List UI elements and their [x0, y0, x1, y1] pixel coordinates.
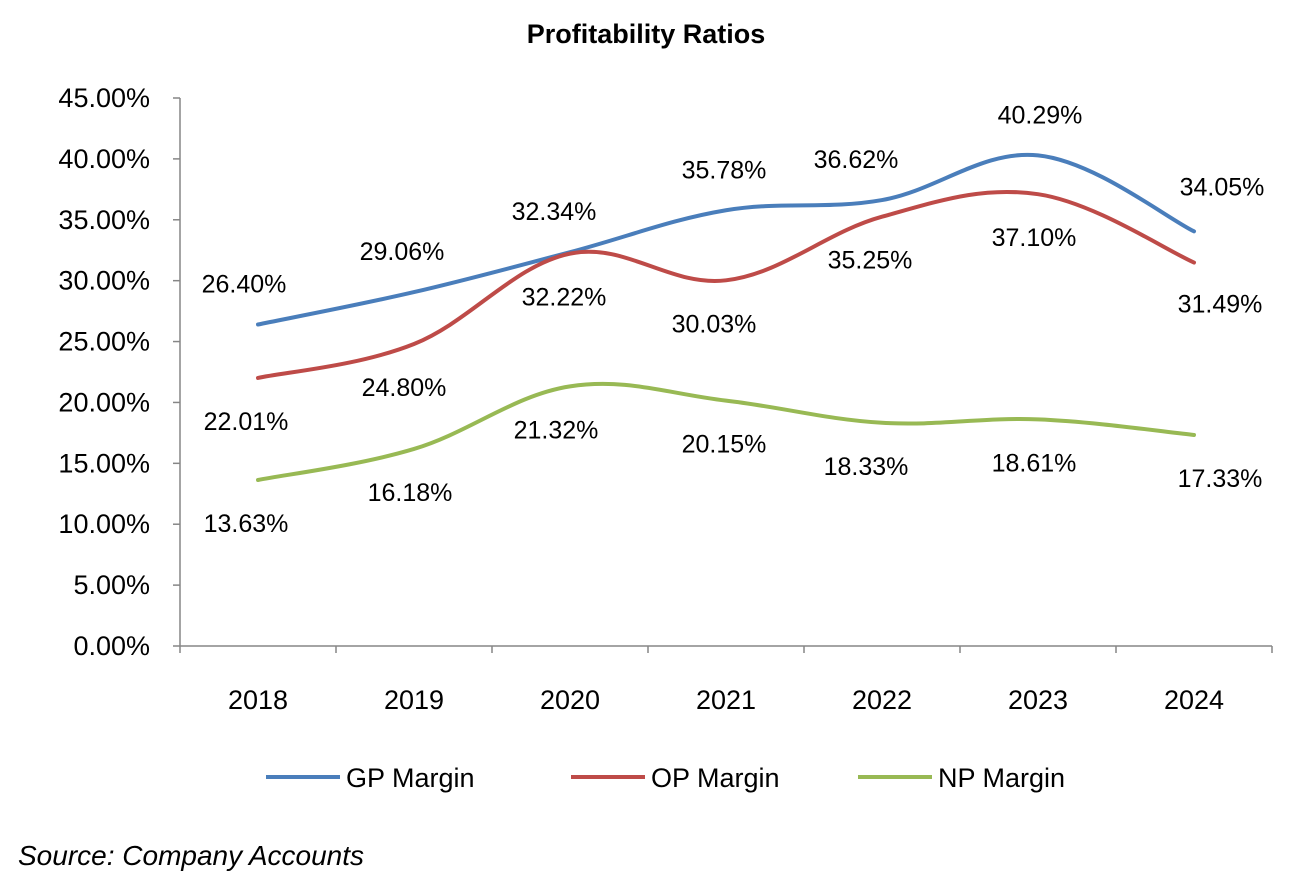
y-tick-label: 0.00%: [73, 631, 150, 661]
x-tick-label: 2018: [228, 685, 288, 715]
op-margin-line: [256, 189, 1196, 380]
x-tick-label: 2022: [852, 685, 912, 715]
y-tick-label: 10.00%: [58, 509, 150, 539]
np-margin-line: [256, 381, 1196, 483]
y-tick-label: 30.00%: [58, 266, 150, 296]
gp-margin-data-label: 34.05%: [1180, 173, 1265, 201]
np-margin-legend-label: NP Margin: [938, 763, 1065, 793]
np-margin-data-label: 21.32%: [514, 416, 599, 444]
gp-margin-line: [256, 152, 1196, 327]
np-margin-data-label: 13.63%: [204, 510, 289, 538]
y-tick-label: 15.00%: [58, 448, 150, 478]
gp-margin-data-label: 40.29%: [998, 101, 1083, 129]
x-tick-label: 2020: [540, 685, 600, 715]
y-tick-label: 35.00%: [58, 205, 150, 235]
x-tick-label: 2019: [384, 685, 444, 715]
y-tick-label: 20.00%: [58, 387, 150, 417]
op-margin-legend-label: OP Margin: [651, 763, 780, 793]
np-margin-data-label: 16.18%: [368, 479, 453, 507]
y-tick-label: 5.00%: [73, 570, 150, 600]
x-tick-label: 2024: [1164, 685, 1224, 715]
chart-data-labels: 26.40% 29.06% 32.34% 35.78% 36.62% 40.29% 34.0…: [202, 101, 1265, 538]
chart-axes: 0.00% 5.00% 10.00% 15.00% 20.00% 25.00% 30.00%…: [58, 83, 1273, 715]
np-margin-data-label: 18.33%: [824, 453, 909, 481]
y-tick-label: 45.00%: [58, 83, 150, 113]
np-margin-data-label: 18.61%: [992, 449, 1077, 477]
op-margin-data-label: 24.80%: [362, 374, 447, 402]
gp-margin-data-label: 36.62%: [814, 146, 899, 174]
y-tick-label: 40.00%: [58, 144, 150, 174]
op-margin-data-label: 30.03%: [672, 310, 757, 338]
op-margin-data-label: 22.01%: [204, 408, 289, 436]
chart-series-lines: [256, 152, 1196, 483]
op-margin-data-label: 32.22%: [522, 284, 607, 312]
np-margin-data-label: 20.15%: [682, 431, 767, 459]
gp-margin-data-label: 29.06%: [360, 238, 445, 266]
op-margin-data-label: 35.25%: [828, 247, 913, 275]
y-tick-label: 25.00%: [58, 327, 150, 357]
gp-margin-data-label: 35.78%: [682, 156, 767, 184]
chart-legend: GP Margin OP Margin NP Margin: [266, 763, 1065, 793]
gp-margin-legend-label: GP Margin: [346, 763, 475, 793]
chart-title: Profitability Ratios: [527, 19, 766, 49]
gp-margin-data-label: 26.40%: [202, 271, 287, 299]
x-tick-label: 2021: [696, 685, 756, 715]
source-note: Source: Company Accounts: [18, 840, 365, 871]
op-margin-data-label: 31.49%: [1178, 291, 1263, 319]
op-margin-data-label: 37.10%: [992, 224, 1077, 252]
x-tick-label: 2023: [1008, 685, 1068, 715]
np-margin-data-label: 17.33%: [1178, 465, 1263, 493]
gp-margin-data-label: 32.34%: [512, 198, 597, 226]
